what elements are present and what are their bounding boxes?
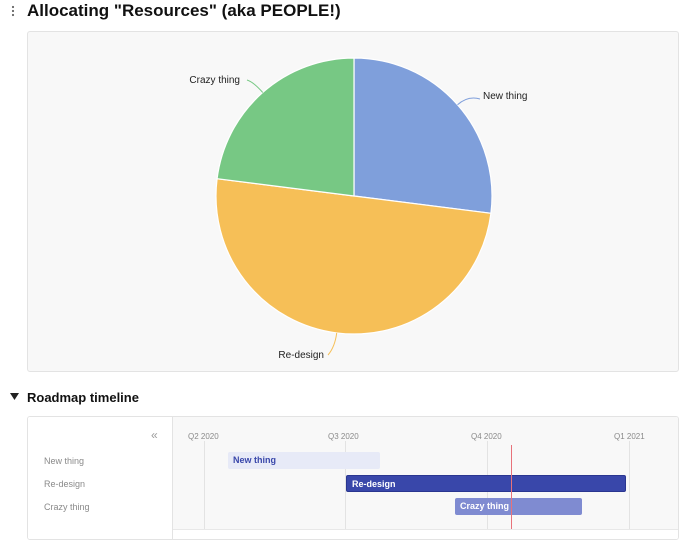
- pie-leader-line: [246, 79, 264, 93]
- quarter-label-q1-2021: Q1 2021: [614, 432, 645, 441]
- timeline-title: Roadmap timeline: [27, 390, 139, 405]
- today-marker: [511, 445, 512, 529]
- pie-slice-crazy-thing[interactable]: [216, 57, 355, 197]
- bar-new-thing[interactable]: New thing: [228, 452, 380, 469]
- timeline-scroll-strip[interactable]: [173, 529, 678, 539]
- timeline-grid: Q2 2020 Q3 2020 Q4 2020 Q1 2021 New thin…: [173, 417, 678, 539]
- pie-leader-line: [457, 97, 481, 106]
- row-label-crazy-thing[interactable]: Crazy thing: [44, 502, 90, 512]
- roadmap-timeline: « New thing Re-design Crazy thing Q2 202…: [27, 416, 679, 540]
- pie-leader-line: [327, 332, 338, 356]
- grid-line: [629, 441, 630, 529]
- bar-re-design[interactable]: Re-design: [346, 475, 626, 492]
- pie-slice-new-thing[interactable]: [353, 57, 493, 214]
- double-chevron-left-icon[interactable]: «: [151, 428, 158, 442]
- quarter-label-q2-2020: Q2 2020: [188, 432, 219, 441]
- pie-label-new-thing: New thing: [483, 91, 527, 102]
- quarter-label-q3-2020: Q3 2020: [328, 432, 359, 441]
- bar-crazy-thing[interactable]: Crazy thing: [455, 498, 582, 515]
- row-label-re-design[interactable]: Re-design: [44, 479, 86, 489]
- pie-slice-re-design[interactable]: [215, 178, 492, 335]
- triangle-down-icon[interactable]: [10, 392, 19, 401]
- page-title: Allocating "Resources" (aka PEOPLE!): [27, 1, 341, 20]
- pie-chart-card: New thing Re-design Crazy thing: [27, 31, 679, 372]
- grid-line: [204, 441, 205, 529]
- drag-handle-icon[interactable]: [10, 4, 16, 18]
- pie-chart: New thing Re-design Crazy thing: [189, 57, 527, 361]
- pie-label-crazy-thing: Crazy thing: [189, 75, 240, 86]
- pie-label-re-design: Re-design: [278, 350, 324, 361]
- timeline-row-labels: « New thing Re-design Crazy thing: [28, 417, 173, 539]
- quarter-label-q4-2020: Q4 2020: [471, 432, 502, 441]
- grid-line: [345, 441, 346, 529]
- row-label-new-thing[interactable]: New thing: [44, 456, 85, 466]
